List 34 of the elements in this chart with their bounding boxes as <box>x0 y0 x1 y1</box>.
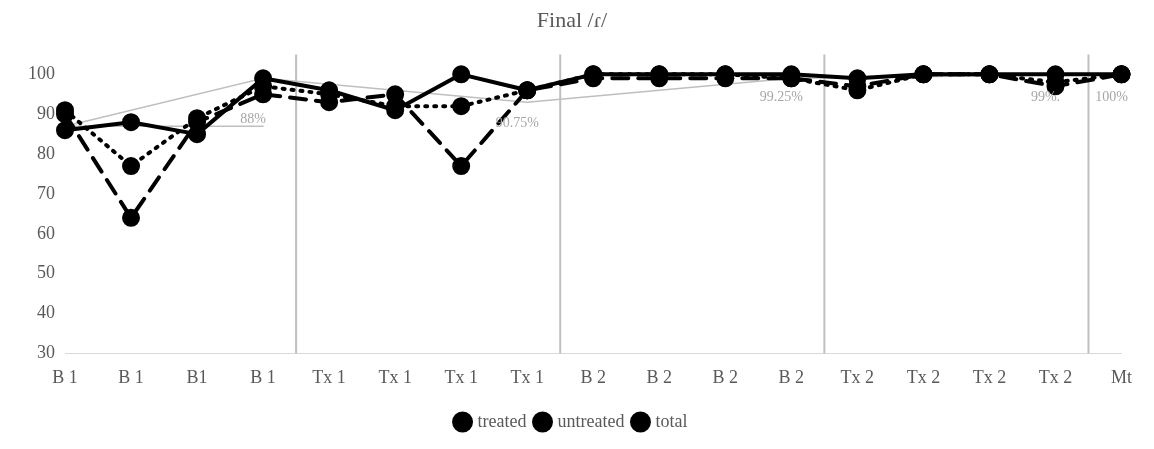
x-tick-label: B 2 <box>580 366 607 387</box>
annotation: 100% <box>1095 89 1129 105</box>
annotation: 99%. <box>1030 89 1061 105</box>
y-tick-label: 100 <box>28 63 55 84</box>
x-tick-label: Tx 1 <box>510 366 544 387</box>
y-tick-label: 70 <box>37 182 55 203</box>
x-tick-label: Tx 1 <box>444 366 478 387</box>
x-tick-label: Tx 2 <box>906 366 941 387</box>
x-tick-label: Tx 2 <box>1038 366 1073 387</box>
legend-label: total <box>655 410 688 431</box>
y-tick-label: 40 <box>37 302 55 323</box>
annotation: 99.25% <box>759 89 804 105</box>
x-tick-label: Tx 2 <box>840 366 875 387</box>
y-tick-label: 50 <box>37 262 55 283</box>
annotation: 90.75% <box>495 115 540 131</box>
y-tick-label: 80 <box>37 142 55 163</box>
legend-label: treated <box>477 410 527 431</box>
x-tick-label: Tx 1 <box>312 366 346 387</box>
x-tick-label: B1 <box>186 366 208 387</box>
x-tick-label: Tx 1 <box>378 366 412 387</box>
x-tick-label: B 2 <box>646 366 673 387</box>
x-tick-label: B 2 <box>712 366 739 387</box>
x-tick-label: Tx 2 <box>972 366 1007 387</box>
y-tick-label: 30 <box>37 342 55 363</box>
x-tick-label: B 1 <box>118 366 144 387</box>
annotation: 88% <box>240 111 267 127</box>
x-tick-label: B 2 <box>778 366 805 387</box>
chart-title: Final /ɾ/ <box>536 6 609 32</box>
legend-label: untreated <box>557 410 625 431</box>
y-tick-label: 90 <box>37 102 55 123</box>
x-tick-label: B 1 <box>250 366 276 387</box>
y-tick-label: 60 <box>37 222 55 243</box>
x-tick-label: B 1 <box>52 366 78 387</box>
x-tick-label: Mt <box>1110 366 1132 387</box>
